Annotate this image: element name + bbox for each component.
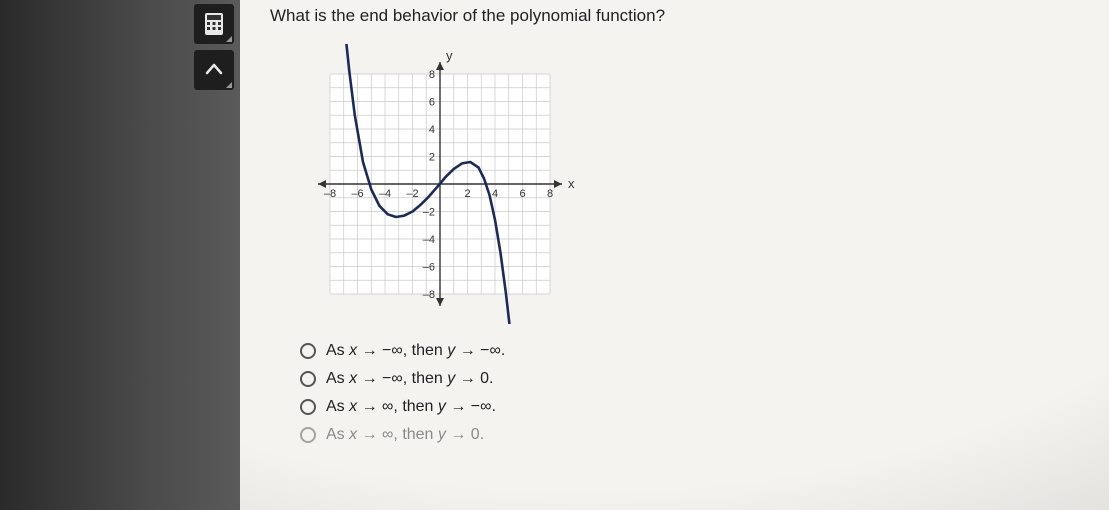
svg-text:–6: –6 bbox=[351, 188, 363, 200]
radio-icon bbox=[300, 343, 316, 359]
svg-text:–8: –8 bbox=[324, 188, 336, 200]
svg-text:–2: –2 bbox=[423, 207, 435, 219]
option-text: As x → −∞, then y → 0. bbox=[326, 370, 493, 388]
answer-options: As x → −∞, then y → −∞. As x → −∞, then … bbox=[300, 342, 1089, 444]
option-text: As x → −∞, then y → −∞. bbox=[326, 342, 505, 360]
option-1[interactable]: As x → −∞, then y → −∞. bbox=[300, 342, 1089, 360]
chevron-up-icon bbox=[203, 59, 225, 81]
tool-column bbox=[194, 0, 240, 90]
calculator-tool-button[interactable] bbox=[194, 4, 234, 44]
polynomial-graph: –8 –6 –4 –2 2 4 6 8 –8 –6 –4 –2 2 4 6 8 x y bbox=[300, 44, 580, 324]
svg-text:2: 2 bbox=[464, 188, 470, 200]
svg-text:8: 8 bbox=[547, 188, 553, 200]
svg-text:x: x bbox=[568, 176, 575, 191]
svg-text:–2: –2 bbox=[406, 188, 418, 200]
left-rail bbox=[0, 0, 240, 510]
option-2[interactable]: As x → −∞, then y → 0. bbox=[300, 370, 1089, 388]
svg-text:8: 8 bbox=[429, 69, 435, 81]
question-text: What is the end behavior of the polynomi… bbox=[270, 6, 1089, 26]
radio-icon bbox=[300, 427, 316, 443]
collapse-tool-button[interactable] bbox=[194, 50, 234, 90]
radio-icon bbox=[300, 399, 316, 415]
svg-text:6: 6 bbox=[429, 97, 435, 109]
option-text: As x → ∞, then y → 0. bbox=[326, 426, 484, 444]
option-3[interactable]: As x → ∞, then y → −∞. bbox=[300, 398, 1089, 416]
option-text: As x → ∞, then y → −∞. bbox=[326, 398, 496, 416]
svg-text:4: 4 bbox=[429, 124, 435, 136]
radio-icon bbox=[300, 371, 316, 387]
svg-text:–8: –8 bbox=[423, 289, 435, 301]
svg-text:6: 6 bbox=[519, 188, 525, 200]
content-area: What is the end behavior of the polynomi… bbox=[240, 0, 1109, 510]
calculator-icon bbox=[204, 12, 224, 36]
graph-container: –8 –6 –4 –2 2 4 6 8 –8 –6 –4 –2 2 4 6 8 x y bbox=[300, 44, 1089, 324]
svg-text:2: 2 bbox=[429, 152, 435, 164]
option-4[interactable]: As x → ∞, then y → 0. bbox=[300, 426, 1089, 444]
svg-text:y: y bbox=[446, 48, 453, 63]
svg-text:4: 4 bbox=[492, 188, 498, 200]
svg-text:–4: –4 bbox=[423, 234, 435, 246]
svg-text:–4: –4 bbox=[379, 188, 391, 200]
svg-text:–6: –6 bbox=[423, 262, 435, 274]
